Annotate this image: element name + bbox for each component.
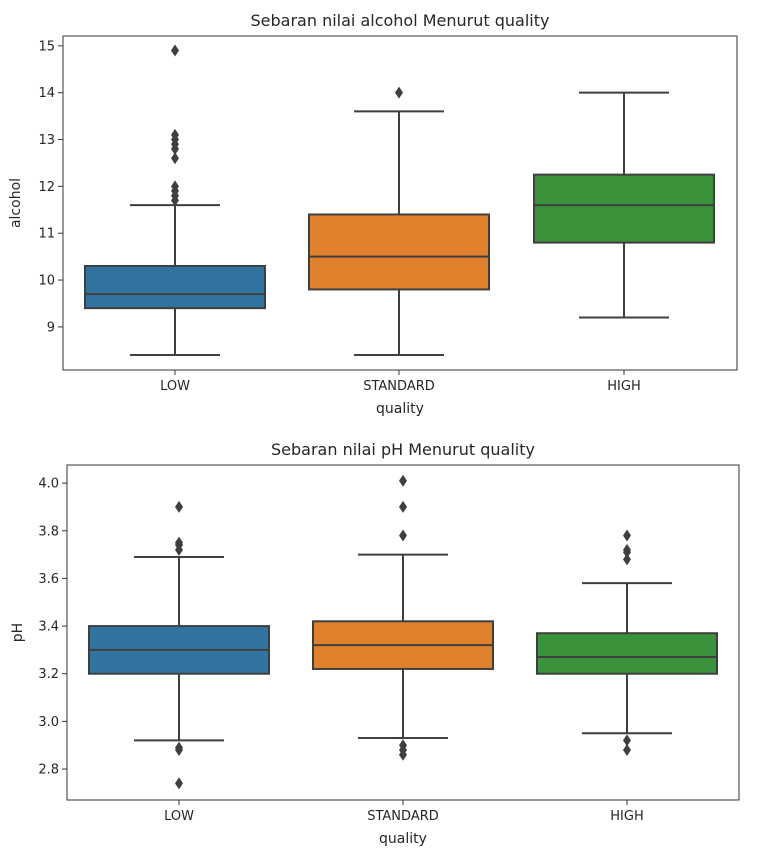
outlier-point	[623, 553, 631, 566]
box-low	[84, 265, 266, 310]
y-tick-label: 11	[38, 227, 55, 242]
y-tick-label: 12	[38, 180, 55, 195]
outlier-point	[171, 128, 179, 141]
y-tick-label: 3.4	[38, 620, 59, 635]
outlier-point	[171, 180, 179, 193]
x-axis-label: quality	[379, 831, 427, 847]
y-tick-label: 10	[38, 274, 55, 289]
outlier-point	[399, 529, 407, 542]
box-high	[536, 632, 718, 675]
x-tick-label: STANDARD	[363, 379, 435, 394]
y-tick-label: 2.8	[38, 763, 59, 778]
box-standard	[308, 213, 490, 291]
x-tick-label: HIGH	[610, 809, 643, 824]
chart-title: Sebaran nilai pH Menurut quality	[271, 440, 535, 459]
outlier-point	[175, 777, 183, 790]
outlier-point	[171, 152, 179, 165]
outlier-point	[399, 474, 407, 487]
outlier-point	[623, 743, 631, 756]
x-tick-label: LOW	[160, 379, 190, 394]
outlier-point	[175, 543, 183, 556]
y-tick-label: 9	[47, 320, 55, 335]
x-tick-label: LOW	[164, 809, 194, 824]
y-tick-label: 14	[38, 86, 55, 101]
y-axis-label: pH	[10, 623, 26, 642]
outlier-point	[399, 500, 407, 513]
axes-frame	[66, 464, 740, 801]
x-tick-label: STANDARD	[367, 809, 439, 824]
outlier-point	[175, 743, 183, 756]
outlier-point	[175, 500, 183, 513]
outlier-point	[623, 529, 631, 542]
outlier-point	[623, 734, 631, 747]
outlier-point	[399, 748, 407, 761]
y-axis-label: alcohol	[8, 178, 24, 228]
axes-frame	[62, 35, 738, 371]
outlier-point	[171, 44, 179, 57]
chart-title: Sebaran nilai alcohol Menurut quality	[251, 11, 550, 30]
y-tick-label: 3.2	[38, 667, 59, 682]
x-tick-label: HIGH	[607, 379, 640, 394]
y-tick-label: 3.0	[38, 715, 59, 730]
y-tick-label: 3.8	[38, 524, 59, 539]
y-tick-label: 3.6	[38, 572, 59, 587]
outlier-point	[395, 86, 403, 99]
y-tick-label: 4.0	[38, 477, 59, 492]
y-tick-label: 15	[38, 39, 55, 54]
x-axis-label: quality	[376, 401, 424, 417]
y-tick-label: 13	[38, 133, 55, 148]
box-high	[533, 173, 715, 244]
outlier-point	[623, 546, 631, 559]
